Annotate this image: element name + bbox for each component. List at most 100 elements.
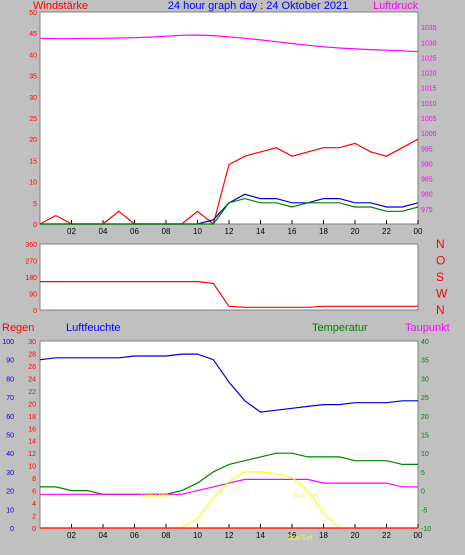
pressure-y-tick-label: 1030: [421, 40, 437, 47]
pressure-y-tick-label: 1010: [421, 101, 437, 108]
pressure-y-tick-label: 1020: [421, 71, 437, 78]
regen-y-tick-label: 20: [6, 489, 14, 496]
direction-y-tick-label: 270: [25, 259, 37, 266]
regen-y-tick-label: 100: [2, 339, 14, 346]
sun-annotation: Sun Set: [287, 535, 312, 542]
wind-y-tick-label: 15: [29, 158, 37, 165]
panel-1-x-tick-label: 22: [382, 227, 391, 236]
panel-3-x-tick-label: 10: [193, 531, 202, 540]
wind-y-tick-label: 25: [29, 116, 37, 123]
panel-3-x-tick-label: 06: [130, 531, 139, 540]
windstaerke-label: Windstärke: [33, 0, 88, 12]
temperature-y-tick-label: -5: [421, 507, 427, 514]
pressure-y-tick-label: 990: [421, 161, 433, 168]
chart-title: 24 hour graph day : 24 Oktober 2021: [168, 0, 348, 12]
wind-direction-line: [40, 281, 418, 308]
temperature-y-tick-label: 35: [421, 358, 429, 365]
pressure-y-tick-label: 1000: [421, 131, 437, 138]
regen-y-tick-label: 80: [6, 376, 14, 383]
compass-label: W: [436, 287, 448, 301]
regen-y-tick-label: 10: [6, 507, 14, 514]
temperature-y-tick-label: 0: [421, 489, 425, 496]
humidity-y-tick-label: 12: [28, 451, 36, 458]
regen-y-tick-label: 50: [6, 433, 14, 440]
panel-3-x-tick-label: 02: [67, 531, 76, 540]
wind-y-tick-label: 45: [29, 31, 37, 38]
temperature-y-tick-label: 30: [421, 376, 429, 383]
regen-y-tick-label: 30: [6, 470, 14, 477]
luftfeuchte-label: Luftfeuchte: [66, 322, 120, 334]
panel-3-x-tick-label: 00: [414, 531, 423, 540]
direction-y-tick-label: 0: [33, 308, 37, 315]
wind-y-tick-label: 0: [33, 222, 37, 229]
humidity-y-tick-label: 14: [28, 439, 36, 446]
pressure-y-tick-label: 975: [421, 207, 433, 214]
regen-y-tick-label: 90: [6, 358, 14, 365]
pressure-y-tick-label: 1035: [421, 25, 437, 32]
panel-3-x-tick-label: 14: [256, 531, 265, 540]
temperature-y-tick-label: 10: [421, 451, 429, 458]
panel-1-x-tick-label: 08: [162, 227, 171, 236]
wind-y-tick-label: 35: [29, 74, 37, 81]
panel-1-plot: [39, 11, 419, 225]
regen-y-tick-label: 60: [6, 414, 14, 421]
temperature-y-tick-label: 20: [421, 414, 429, 421]
panel-3-x-tick-label: 16: [288, 531, 297, 540]
humidity-y-tick-label: 2: [32, 514, 36, 521]
temperature-y-tick-label: -10: [421, 526, 431, 533]
pressure-y-tick-label: 985: [421, 177, 433, 184]
humidity-y-tick-label: 0: [32, 526, 36, 533]
wind-y-tick-label: 5: [33, 201, 37, 208]
humidity-y-tick-label: 6: [32, 489, 36, 496]
compass-label: O: [436, 254, 445, 268]
panel-3-plot: [39, 340, 419, 529]
regen-y-tick-label: 70: [6, 395, 14, 402]
direction-y-tick-label: 90: [29, 292, 37, 299]
panel-1-x-tick-label: 18: [319, 227, 328, 236]
panel-2-plot: [39, 243, 419, 311]
panel-1-x-tick-label: 20: [351, 227, 360, 236]
pressure-line: [39, 34, 419, 53]
temperature-y-tick-label: 5: [421, 470, 425, 477]
humidity-y-tick-label: 24: [28, 376, 36, 383]
regen-label: Regen: [2, 322, 34, 334]
humidity-y-tick-label: 4: [32, 501, 36, 508]
humidity-y-tick-label: 20: [28, 401, 36, 408]
panel-3-x-tick-label: 22: [382, 531, 391, 540]
luftdruck-label: Luftdruck: [373, 0, 419, 12]
pressure-y-tick-label: 1025: [421, 55, 437, 62]
pressure-y-tick-label: 1005: [421, 116, 437, 123]
panel-1-x-tick-label: 12: [225, 227, 234, 236]
chart-marks: 0510152025303540455097598098599099510001…: [2, 10, 448, 542]
compass-label: S: [436, 270, 444, 284]
wind-min-line: [40, 197, 419, 225]
panel-1-x-tick-label: 02: [67, 227, 76, 236]
regen-y-tick-label: 40: [6, 451, 14, 458]
wind-y-tick-label: 20: [29, 137, 37, 144]
direction-y-tick-label: 360: [25, 242, 37, 249]
panel-3-x-tick-label: 18: [319, 531, 328, 540]
humidity-y-tick-label: 8: [32, 476, 36, 483]
wind-y-tick-label: 40: [29, 52, 37, 59]
sun-annotation: Sun Set: [294, 493, 319, 500]
compass-label: N: [436, 303, 445, 317]
humidity-y-tick-label: 22: [28, 389, 36, 396]
panel-3-x-tick-label: 04: [99, 531, 108, 540]
wind-y-tick-label: 50: [29, 10, 37, 17]
pressure-y-tick-label: 980: [421, 192, 433, 199]
taupunkt-label: Taupunkt: [405, 322, 450, 334]
humidity-y-tick-label: 16: [28, 426, 36, 433]
wind-y-tick-label: 30: [29, 95, 37, 102]
humidity-y-tick-label: 18: [28, 414, 36, 421]
regen-y-tick-label: 0: [10, 526, 14, 533]
humidity-line: [39, 353, 418, 413]
pressure-y-tick-label: 995: [421, 146, 433, 153]
panel-3-x-tick-label: 08: [162, 531, 171, 540]
wind-y-tick-label: 10: [29, 180, 37, 187]
humidity-y-tick-label: 10: [28, 464, 36, 471]
panel-1-x-tick-label: 14: [256, 227, 265, 236]
panel-1-x-tick-label: 10: [193, 227, 202, 236]
temperature-y-tick-label: 15: [421, 433, 429, 440]
